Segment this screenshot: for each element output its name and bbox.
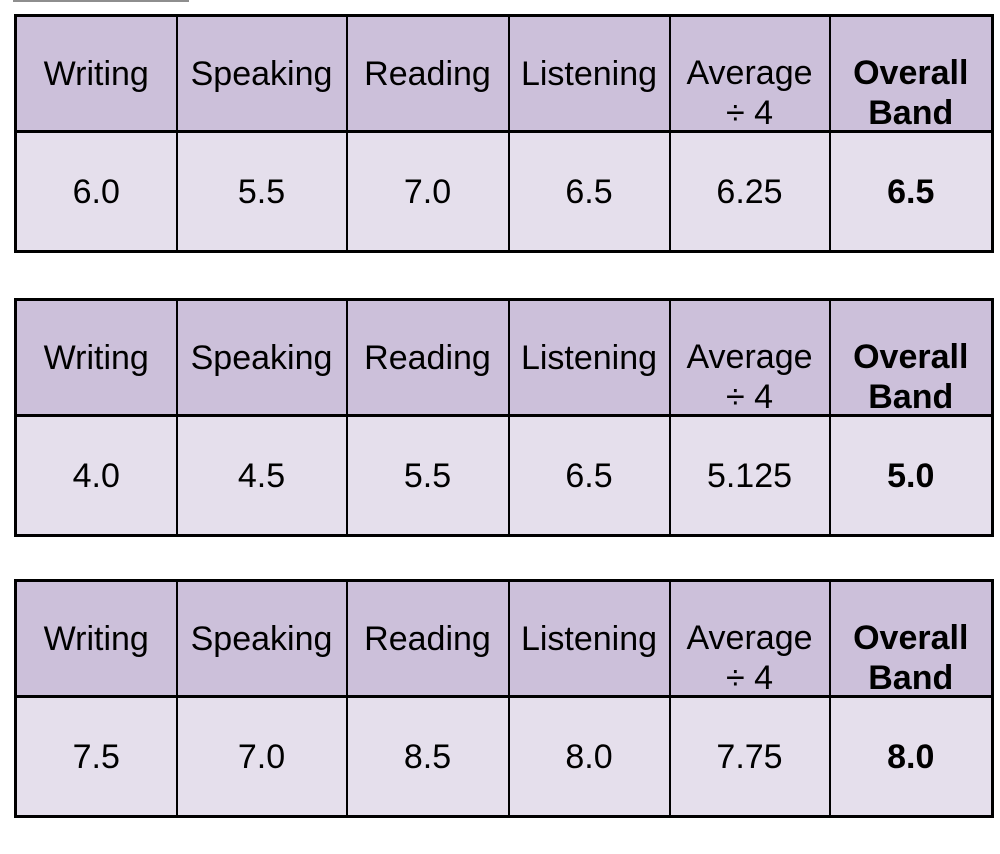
header-label: Average ÷ 4	[686, 618, 813, 697]
header-cell-speaking: Speaking	[175, 14, 348, 133]
header-label: Speaking	[190, 338, 333, 377]
header-cell-writing: Writing	[14, 579, 178, 698]
header-cell-reading: Reading	[345, 298, 510, 417]
score-cell-speaking: 7.0	[175, 695, 348, 818]
header-label: Overall Band	[853, 337, 969, 416]
header-cell-listening: Listening	[507, 14, 671, 133]
header-label: Writing	[43, 54, 149, 93]
score-cell-average: 5.125	[668, 414, 831, 537]
header-label: Writing	[43, 338, 149, 377]
header-label-line2: Band	[868, 377, 954, 416]
header-cell-average: Average ÷ 4	[668, 298, 831, 417]
header-label: Reading	[364, 338, 491, 377]
score-cell-writing: 4.0	[14, 414, 178, 537]
header-cell-overall-band: Overall Band	[828, 298, 994, 417]
header-cell-reading: Reading	[345, 579, 510, 698]
score-row: 7.5 7.0 8.5 8.0 7.75 8.0	[14, 695, 994, 818]
score-cell-listening: 6.5	[507, 414, 671, 537]
score-cell-writing: 6.0	[14, 130, 178, 253]
header-cell-average: Average ÷ 4	[668, 14, 831, 133]
header-label-line1: Average	[686, 618, 813, 657]
header-label: Reading	[364, 54, 491, 93]
band-table-1: Writing Speaking Reading Listening Avera…	[14, 14, 994, 253]
header-label: Overall Band	[853, 53, 969, 132]
score-cell-reading: 8.5	[345, 695, 510, 818]
header-label: Listening	[520, 54, 658, 93]
header-label-line1: Average	[686, 337, 813, 376]
score-cell-speaking: 4.5	[175, 414, 348, 537]
score-cell-reading: 7.0	[345, 130, 510, 253]
header-cell-speaking: Speaking	[175, 579, 348, 698]
header-cell-listening: Listening	[507, 298, 671, 417]
score-cell-overall-band: 8.0	[828, 695, 994, 818]
score-row: 4.0 4.5 5.5 6.5 5.125 5.0	[14, 414, 994, 537]
header-label: Listening	[520, 338, 658, 377]
header-label-line2: ÷ 4	[725, 93, 773, 132]
score-cell-reading: 5.5	[345, 414, 510, 537]
header-label: Speaking	[190, 619, 333, 658]
header-row: Writing Speaking Reading Listening Avera…	[14, 298, 994, 417]
header-cell-reading: Reading	[345, 14, 510, 133]
header-label-line1: Average	[686, 53, 813, 92]
header-cell-overall-band: Overall Band	[828, 579, 994, 698]
header-label-line2: Band	[868, 93, 954, 132]
score-cell-average: 7.75	[668, 695, 831, 818]
header-label: Writing	[43, 619, 149, 658]
score-cell-average: 6.25	[668, 130, 831, 253]
header-label-line1: Overall	[853, 337, 969, 376]
score-cell-overall-band: 5.0	[828, 414, 994, 537]
header-label: Listening	[520, 619, 658, 658]
band-table-2: Writing Speaking Reading Listening Avera…	[14, 298, 994, 537]
header-label: Overall Band	[853, 618, 969, 697]
header-cell-writing: Writing	[14, 14, 178, 133]
header-label-line2: ÷ 4	[725, 377, 773, 416]
header-cell-listening: Listening	[507, 579, 671, 698]
header-row: Writing Speaking Reading Listening Avera…	[14, 14, 994, 133]
header-label-line1: Overall	[853, 618, 969, 657]
header-label: Speaking	[190, 54, 333, 93]
top-edge-artifact	[13, 0, 189, 2]
score-cell-overall-band: 6.5	[828, 130, 994, 253]
header-cell-writing: Writing	[14, 298, 178, 417]
header-row: Writing Speaking Reading Listening Avera…	[14, 579, 994, 698]
score-cell-listening: 8.0	[507, 695, 671, 818]
header-cell-overall-band: Overall Band	[828, 14, 994, 133]
band-table-3: Writing Speaking Reading Listening Avera…	[14, 579, 994, 818]
header-label: Reading	[364, 619, 491, 658]
header-label-line2: Band	[868, 658, 954, 697]
header-cell-average: Average ÷ 4	[668, 579, 831, 698]
header-label-line1: Overall	[853, 53, 969, 92]
score-cell-speaking: 5.5	[175, 130, 348, 253]
header-label-line2: ÷ 4	[725, 658, 773, 697]
header-label: Average ÷ 4	[686, 337, 813, 416]
score-row: 6.0 5.5 7.0 6.5 6.25 6.5	[14, 130, 994, 253]
score-cell-listening: 6.5	[507, 130, 671, 253]
header-label: Average ÷ 4	[686, 53, 813, 132]
header-cell-speaking: Speaking	[175, 298, 348, 417]
score-cell-writing: 7.5	[14, 695, 178, 818]
